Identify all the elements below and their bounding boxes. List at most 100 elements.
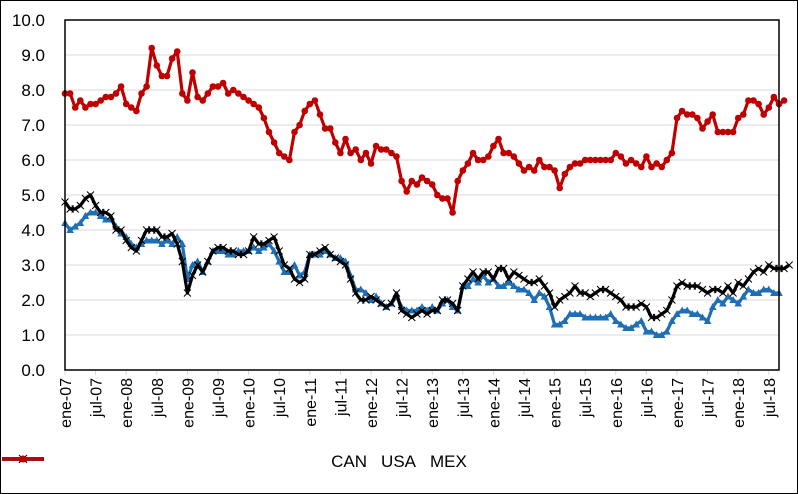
data-point <box>71 205 80 213</box>
data-point <box>734 114 742 122</box>
data-point <box>663 327 671 335</box>
data-point <box>760 111 767 118</box>
data-point <box>780 264 788 273</box>
data-point <box>474 275 482 283</box>
data-point <box>290 261 299 268</box>
legend-item-usa: USA <box>2 452 416 472</box>
data-point <box>663 156 671 164</box>
data-point <box>596 313 605 321</box>
data-point <box>658 163 665 171</box>
legend-label: CAN <box>331 452 368 471</box>
y-tick-label: 6.0 <box>21 151 45 170</box>
data-point <box>612 149 620 157</box>
data-point <box>372 142 380 150</box>
data-point <box>326 125 334 132</box>
x-tick-label: jul-16 <box>639 378 656 418</box>
data-point <box>443 296 452 304</box>
data-point <box>714 296 722 303</box>
data-point <box>489 275 498 283</box>
data-point <box>291 128 298 136</box>
data-point <box>566 163 574 171</box>
data-point <box>168 55 176 62</box>
data-point <box>168 229 176 238</box>
x-tick-label: ene-12 <box>364 378 381 428</box>
y-tick-label: 4.0 <box>21 221 45 240</box>
data-point <box>77 97 84 104</box>
data-point <box>632 320 640 328</box>
data-point <box>637 317 646 324</box>
data-point <box>754 264 763 273</box>
data-point <box>367 292 375 301</box>
data-point <box>754 289 763 296</box>
data-point <box>316 111 324 118</box>
data-point <box>71 104 79 111</box>
data-point <box>117 83 125 90</box>
data-point <box>219 79 227 87</box>
data-point <box>137 236 146 245</box>
data-point <box>260 114 268 122</box>
data-point <box>362 296 370 304</box>
data-point <box>434 191 441 199</box>
data-point <box>673 114 681 122</box>
data-point <box>515 285 523 293</box>
data-point <box>255 104 263 111</box>
legend-item-can: CAN <box>2 452 368 472</box>
data-point <box>224 90 232 97</box>
data-point <box>536 156 543 164</box>
x-tick-label: jul-12 <box>395 378 412 418</box>
data-point <box>719 289 727 297</box>
data-point <box>428 181 436 188</box>
data-point <box>556 184 563 192</box>
data-point <box>474 156 482 164</box>
data-point <box>173 48 181 55</box>
x-tick-label: jul-07 <box>89 378 106 418</box>
data-point <box>240 93 247 101</box>
data-point <box>193 261 202 269</box>
data-point <box>627 324 635 331</box>
data-point <box>515 271 523 280</box>
data-point <box>357 156 365 164</box>
series-can <box>61 208 783 338</box>
data-point <box>698 313 707 321</box>
data-point <box>606 289 615 297</box>
data-point <box>285 264 294 273</box>
data-point <box>494 282 503 289</box>
data-point <box>581 156 589 164</box>
data-point <box>331 254 340 262</box>
data-point <box>759 268 768 276</box>
data-point <box>235 90 242 97</box>
data-point <box>300 275 309 283</box>
x-axis: ene-07 jul-07 ene-08 jul-08 ene-09 jul-09 ene-… <box>58 369 779 428</box>
x-tick-label: jul-08 <box>150 378 167 418</box>
data-point <box>203 257 212 266</box>
data-point <box>668 296 676 304</box>
data-point <box>469 149 477 157</box>
data-point <box>530 167 538 174</box>
y-tick-label: 1.0 <box>21 326 45 345</box>
data-point <box>321 125 329 132</box>
data-point <box>413 310 421 318</box>
data-point <box>453 306 462 315</box>
data-point <box>393 153 400 160</box>
data-point <box>433 306 442 315</box>
data-point <box>770 93 778 101</box>
data-point <box>668 317 676 324</box>
data-point <box>510 282 518 289</box>
data-point <box>703 317 712 324</box>
x-tick-label: ene-11 <box>303 378 320 427</box>
data-point <box>158 72 166 80</box>
data-point <box>504 278 513 286</box>
data-point <box>209 247 217 255</box>
data-point <box>311 250 319 259</box>
x-tick-label: ene-16 <box>609 378 626 428</box>
data-point <box>138 90 145 97</box>
data-point <box>587 156 594 164</box>
y-tick-label: 9.0 <box>21 46 45 65</box>
data-point <box>295 271 304 279</box>
data-point <box>152 226 161 234</box>
data-point <box>479 156 487 164</box>
data-point <box>555 320 564 328</box>
data-point <box>117 226 125 234</box>
data-point <box>504 275 513 283</box>
data-point <box>265 128 273 136</box>
